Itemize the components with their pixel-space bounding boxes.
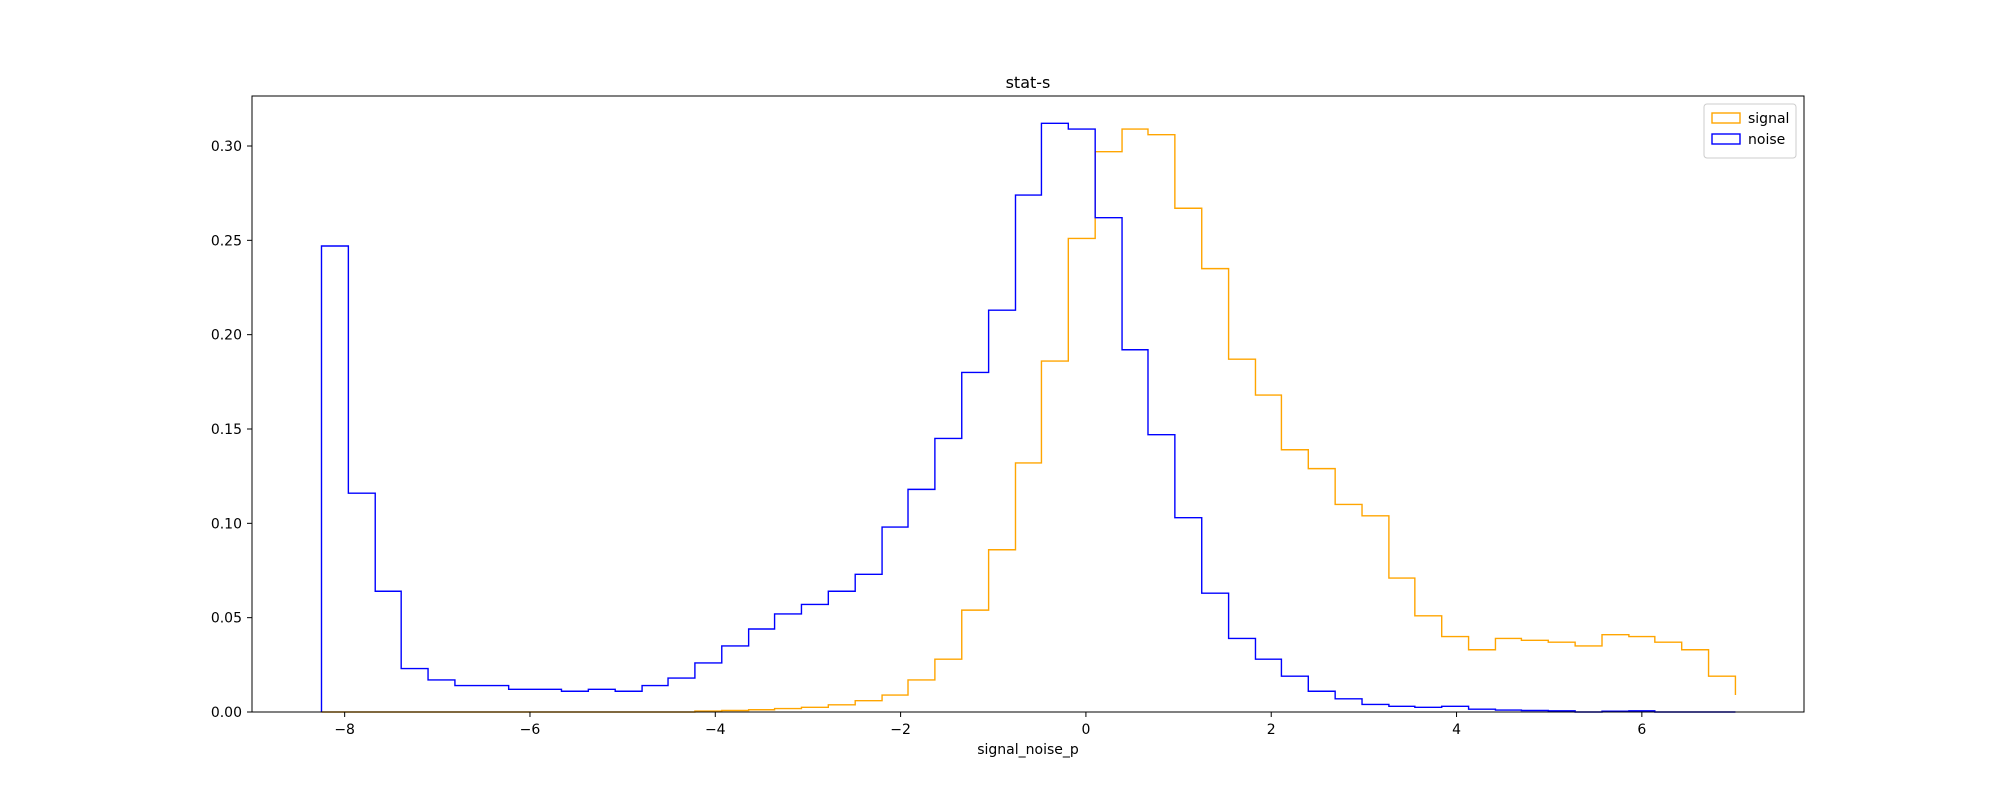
x-tick-label: −6 [520,722,541,738]
plot-area-frame [251,95,1805,713]
x-tick-label: −4 [705,722,726,738]
chart-title: stat-s [1006,73,1051,92]
series-noise-step-line [320,122,1736,713]
series-signal-step-line [321,128,1737,713]
y-tick-label: 0.25 [211,233,242,249]
x-tick-label: 6 [1637,722,1646,738]
y-tick-label: 0.10 [211,516,242,532]
x-tick-label: −8 [334,722,355,738]
series-layer [320,122,1737,713]
y-axis: 0.00 0.05 0.10 0.15 0.20 0.25 0.30 [211,139,252,721]
x-tick-label: 0 [1081,722,1090,738]
x-tick-label: 2 [1267,722,1276,738]
x-tick-label: −2 [890,722,911,738]
y-tick-label: 0.15 [211,422,242,438]
y-tick-label: 0.00 [211,705,242,721]
legend-swatch-signal [1711,112,1741,124]
x-axis-label: signal_noise_p [977,742,1079,758]
x-axis: −8 −6 −4 −2 0 2 4 6 [334,712,1646,738]
legend-label-noise: noise [1748,132,1785,148]
x-tick-label: 4 [1452,722,1461,738]
legend: signal noise [1703,103,1797,159]
legend-swatch-noise [1711,133,1741,145]
y-tick-label: 0.05 [211,611,242,627]
y-tick-label: 0.30 [211,139,242,155]
legend-label-signal: signal [1748,111,1789,127]
y-tick-label: 0.20 [211,328,242,344]
